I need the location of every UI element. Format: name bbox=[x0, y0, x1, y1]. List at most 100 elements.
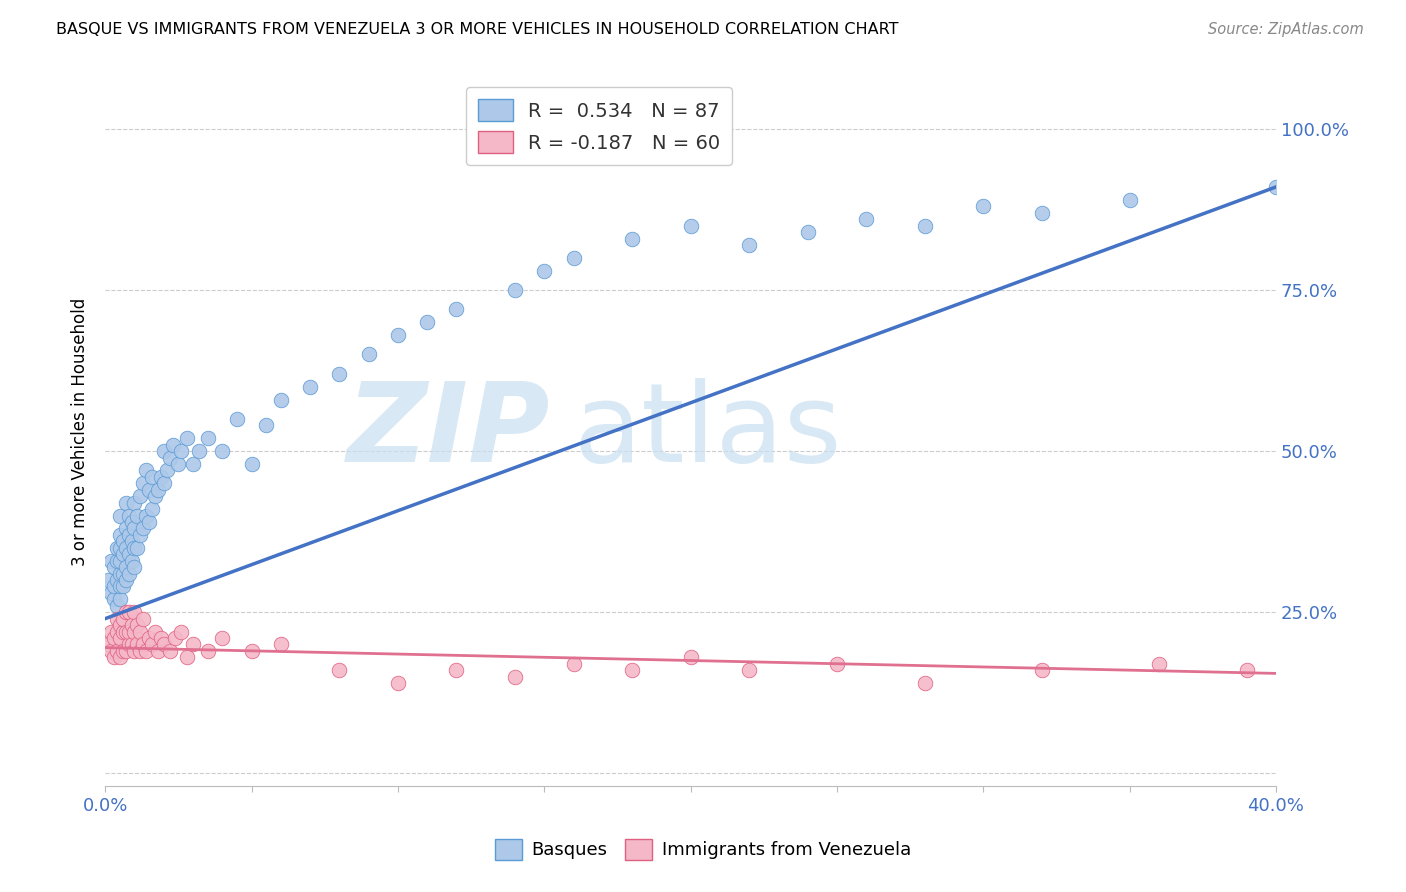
Point bbox=[503, 283, 526, 297]
Point bbox=[105, 573, 128, 587]
Point bbox=[111, 624, 134, 639]
Point bbox=[152, 444, 174, 458]
Point bbox=[108, 618, 131, 632]
Point bbox=[159, 450, 181, 465]
Point bbox=[100, 554, 122, 568]
Point bbox=[97, 573, 120, 587]
Point bbox=[387, 328, 409, 343]
Point bbox=[108, 508, 131, 523]
Point bbox=[972, 199, 994, 213]
Point bbox=[108, 554, 131, 568]
Point bbox=[103, 631, 125, 645]
Point bbox=[176, 650, 198, 665]
Point bbox=[127, 508, 149, 523]
Point bbox=[187, 444, 209, 458]
Point bbox=[100, 624, 122, 639]
Point bbox=[129, 489, 152, 503]
Point bbox=[108, 528, 131, 542]
Point bbox=[211, 444, 233, 458]
Point bbox=[679, 650, 702, 665]
Legend: R =  0.534   N = 87, R = -0.187   N = 60: R = 0.534 N = 87, R = -0.187 N = 60 bbox=[467, 87, 733, 165]
Point bbox=[149, 470, 172, 484]
Text: atlas: atlas bbox=[574, 378, 842, 485]
Point bbox=[129, 528, 152, 542]
Point bbox=[132, 612, 155, 626]
Point bbox=[117, 547, 139, 561]
Point bbox=[127, 637, 149, 651]
Point bbox=[105, 541, 128, 555]
Point bbox=[159, 644, 181, 658]
Point bbox=[124, 605, 146, 619]
Point bbox=[111, 534, 134, 549]
Point bbox=[855, 212, 877, 227]
Point bbox=[114, 496, 136, 510]
Point bbox=[124, 644, 146, 658]
Point bbox=[328, 663, 350, 677]
Point bbox=[111, 566, 134, 581]
Point bbox=[103, 592, 125, 607]
Point bbox=[108, 579, 131, 593]
Point bbox=[108, 566, 131, 581]
Point bbox=[129, 624, 152, 639]
Point bbox=[132, 637, 155, 651]
Point bbox=[141, 502, 163, 516]
Point bbox=[105, 612, 128, 626]
Point bbox=[165, 631, 187, 645]
Point bbox=[416, 315, 439, 329]
Point bbox=[738, 663, 761, 677]
Point bbox=[108, 631, 131, 645]
Point bbox=[738, 238, 761, 252]
Point bbox=[152, 476, 174, 491]
Point bbox=[114, 573, 136, 587]
Point bbox=[97, 637, 120, 651]
Point bbox=[1031, 205, 1053, 219]
Point bbox=[825, 657, 848, 671]
Point bbox=[1236, 663, 1258, 677]
Point bbox=[111, 579, 134, 593]
Point bbox=[117, 637, 139, 651]
Point bbox=[138, 631, 160, 645]
Point bbox=[117, 605, 139, 619]
Point bbox=[299, 380, 322, 394]
Point bbox=[170, 444, 193, 458]
Point bbox=[124, 560, 146, 574]
Point bbox=[914, 219, 936, 233]
Point bbox=[138, 515, 160, 529]
Point bbox=[117, 528, 139, 542]
Point bbox=[240, 457, 263, 471]
Point bbox=[167, 457, 190, 471]
Point bbox=[503, 670, 526, 684]
Point bbox=[226, 412, 249, 426]
Point bbox=[181, 457, 204, 471]
Point bbox=[114, 605, 136, 619]
Point bbox=[146, 483, 169, 497]
Point bbox=[121, 554, 143, 568]
Text: BASQUE VS IMMIGRANTS FROM VENEZUELA 3 OR MORE VEHICLES IN HOUSEHOLD CORRELATION : BASQUE VS IMMIGRANTS FROM VENEZUELA 3 OR… bbox=[56, 22, 898, 37]
Point bbox=[114, 624, 136, 639]
Point bbox=[124, 496, 146, 510]
Point bbox=[149, 631, 172, 645]
Point bbox=[156, 463, 179, 477]
Point bbox=[103, 579, 125, 593]
Point bbox=[100, 586, 122, 600]
Point bbox=[562, 657, 585, 671]
Point bbox=[111, 547, 134, 561]
Point bbox=[446, 663, 468, 677]
Text: Source: ZipAtlas.com: Source: ZipAtlas.com bbox=[1208, 22, 1364, 37]
Point bbox=[197, 644, 219, 658]
Point bbox=[111, 644, 134, 658]
Point bbox=[135, 508, 157, 523]
Point bbox=[129, 644, 152, 658]
Point bbox=[114, 644, 136, 658]
Point bbox=[1147, 657, 1170, 671]
Point bbox=[117, 566, 139, 581]
Point bbox=[121, 515, 143, 529]
Point bbox=[328, 367, 350, 381]
Point bbox=[114, 560, 136, 574]
Point bbox=[132, 521, 155, 535]
Point bbox=[132, 476, 155, 491]
Point bbox=[621, 231, 644, 245]
Point bbox=[679, 219, 702, 233]
Point bbox=[176, 431, 198, 445]
Point bbox=[111, 612, 134, 626]
